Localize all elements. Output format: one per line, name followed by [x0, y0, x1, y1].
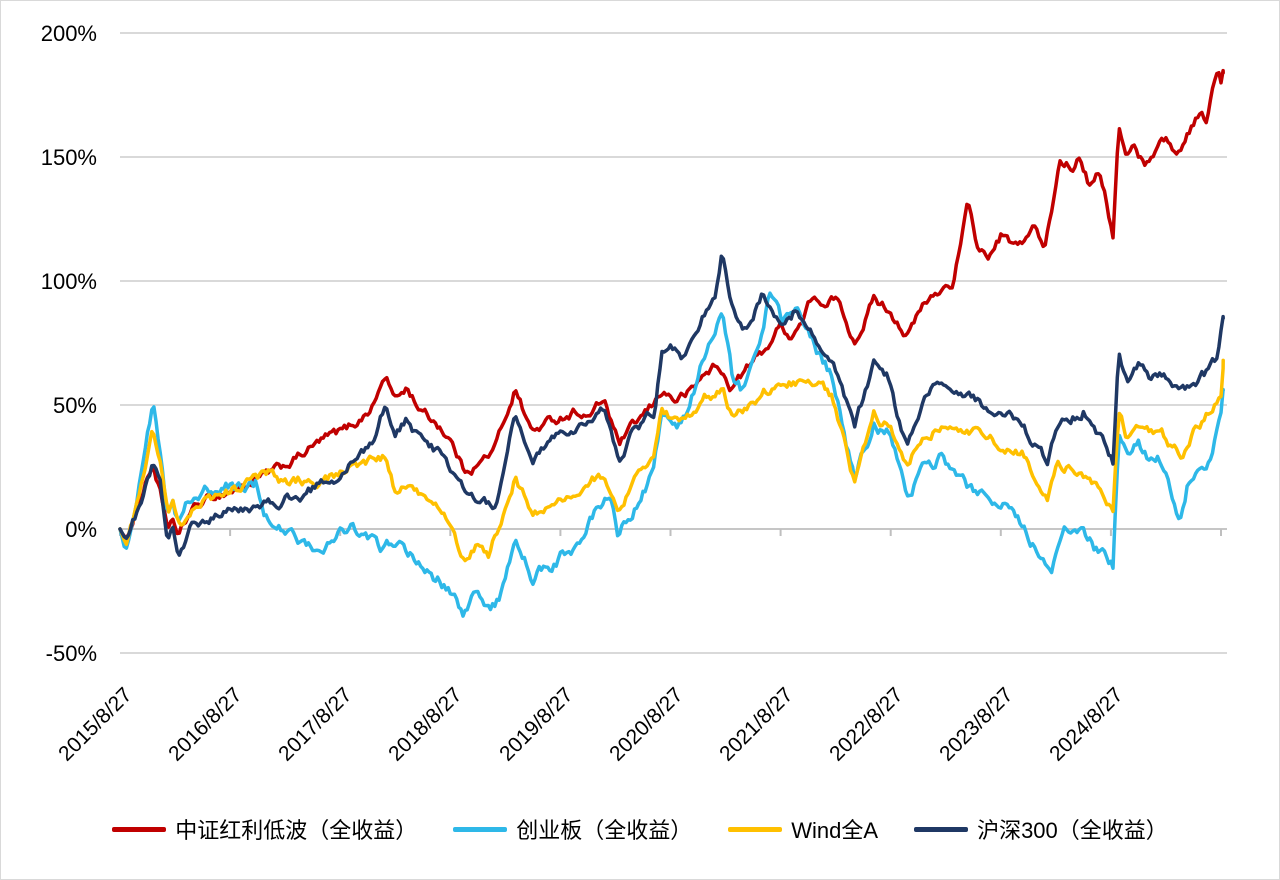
- series-line-1: [118, 291, 1225, 618]
- y-tick-label: 200%: [41, 21, 97, 46]
- y-axis-labels: 200% 150% 100% 50% 0% -50%: [41, 21, 97, 666]
- legend-swatch-red-line: [112, 826, 167, 832]
- y-tick-label: 150%: [41, 145, 97, 170]
- legend-label: Wind全A: [791, 818, 879, 843]
- legend-swatch-yellow-line: [728, 826, 783, 832]
- series-lines: [118, 68, 1225, 618]
- legend-swatch-navy-line: [914, 826, 969, 832]
- series-line-0: [118, 68, 1225, 540]
- legend-item-chinext: 创业板（全收益）: [453, 813, 692, 845]
- y-tick-label: 100%: [41, 269, 97, 294]
- y-tick-label: 50%: [53, 393, 97, 418]
- series-line-3: [118, 254, 1225, 557]
- chart-legend: 中证红利低波（全收益） 创业板（全收益） Wind全A 沪深300（全收益）: [0, 806, 1280, 852]
- y-tick-label: 0%: [65, 517, 97, 542]
- legend-item-csi-dividend-lowvol: 中证红利低波（全收益）: [112, 813, 417, 845]
- legend-swatch-cyan-line: [453, 826, 508, 832]
- legend-label: 沪深300（全收益）: [977, 818, 1168, 843]
- gridlines: [120, 32, 1227, 654]
- legend-item-wind-all-a: Wind全A: [728, 813, 878, 845]
- legend-item-csi300: 沪深300（全收益）: [914, 813, 1168, 845]
- series-line-2: [118, 358, 1225, 563]
- legend-label: 中证红利低波（全收益）: [175, 818, 418, 843]
- y-tick-label: -50%: [46, 641, 97, 666]
- legend-label: 创业板（全收益）: [516, 818, 693, 843]
